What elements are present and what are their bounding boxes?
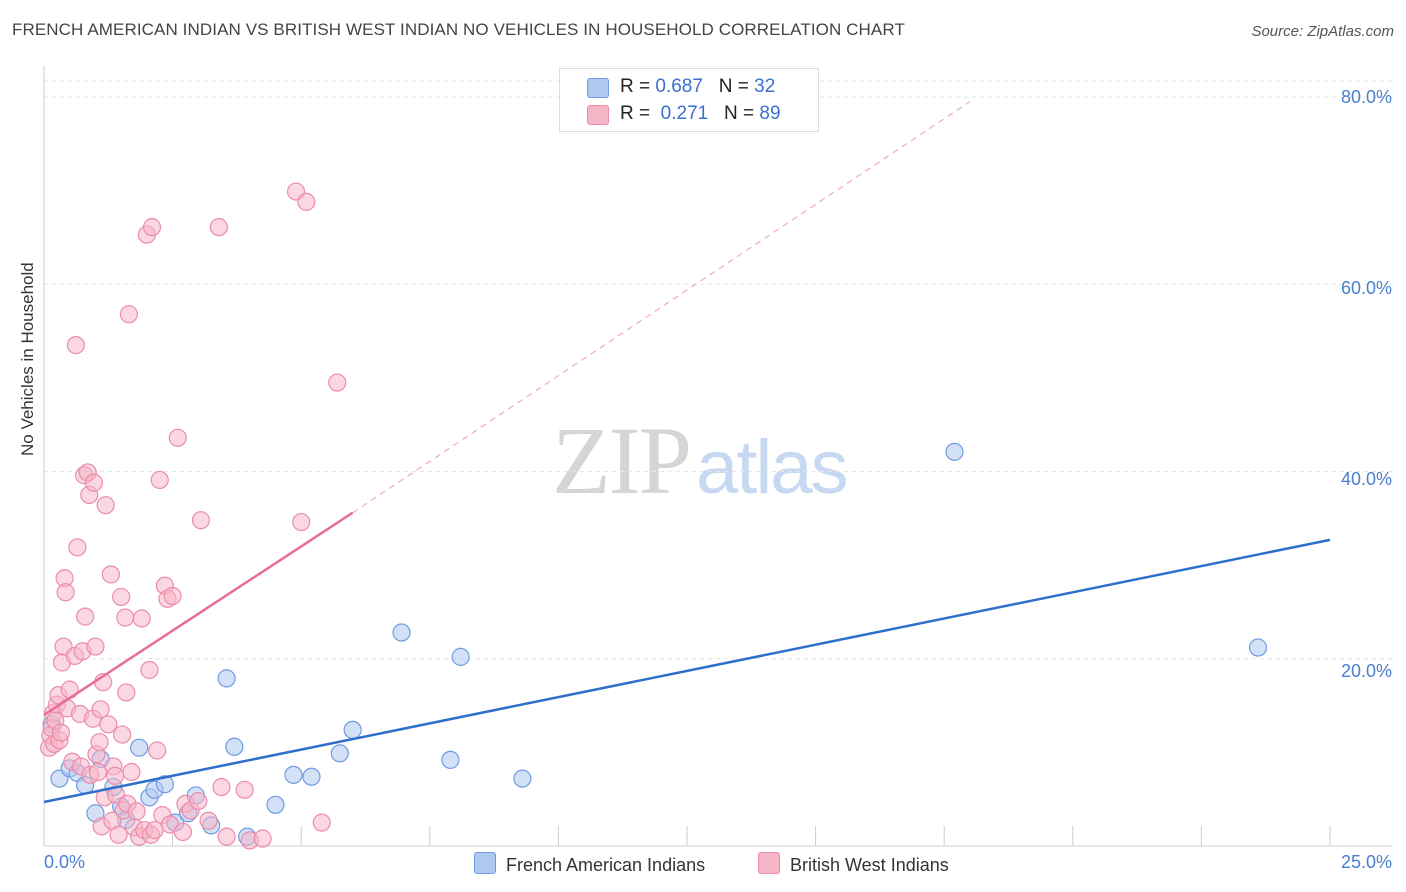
point-british-west-indian: [68, 538, 87, 557]
point-british-west-indian: [127, 802, 146, 821]
point-british-west-indian: [168, 428, 187, 447]
point-british-west-indian: [91, 700, 110, 719]
legend-item-french-american-indians: French American Indians: [474, 852, 705, 876]
point-british-west-indian: [96, 496, 115, 515]
point-french-american-indian: [266, 795, 285, 814]
watermark: ZIPatlas: [552, 405, 849, 516]
point-british-west-indian: [142, 218, 162, 237]
point-french-american-indian: [155, 775, 174, 794]
point-british-west-indian: [51, 723, 71, 742]
point-british-west-indian: [66, 336, 85, 355]
legend-row-french-american-indians: R = 0.687 N = 32: [587, 76, 776, 98]
point-british-west-indian: [119, 305, 138, 324]
point-british-west-indian: [140, 660, 159, 680]
point-british-west-indian: [76, 607, 95, 626]
point-british-west-indian: [199, 811, 218, 830]
point-british-west-indian: [292, 512, 311, 532]
r-value: 0.271: [660, 103, 709, 124]
y-tick-label-80: 80.0%: [1340, 87, 1392, 107]
legend-label: British West Indians: [790, 855, 949, 875]
point-british-west-indian: [84, 473, 103, 492]
point-british-west-indian: [163, 586, 182, 606]
r-label: R =: [620, 76, 656, 97]
point-british-west-indian: [189, 791, 208, 811]
watermark-atlas: atlas: [696, 425, 849, 510]
point-british-west-indian: [217, 827, 236, 846]
r-label: R =: [620, 103, 656, 124]
r-value: 0.687: [655, 76, 703, 97]
point-french-american-indian: [945, 442, 964, 461]
y-tick-label-60: 60.0%: [1340, 278, 1392, 298]
chart-title: FRENCH AMERICAN INDIAN VS BRITISH WEST I…: [12, 20, 905, 39]
point-french-american-indian: [1248, 638, 1268, 657]
point-british-west-indian: [99, 715, 118, 734]
x-tick-label-max: 25.0%: [1340, 852, 1392, 872]
point-french-american-indian: [330, 744, 349, 763]
watermark-zip: ZIP: [552, 407, 692, 514]
point-french-american-indian: [284, 765, 303, 784]
point-british-west-indian: [86, 637, 105, 656]
x-tick-label-min: 0.0%: [44, 852, 86, 872]
point-french-american-indian: [513, 769, 532, 788]
legend-row-british-west-indians: R = 0.271 N = 89: [587, 103, 781, 125]
point-british-west-indian: [112, 587, 131, 607]
n-label: N =: [718, 76, 755, 97]
point-british-west-indian: [145, 820, 164, 840]
n-value: 32: [754, 76, 776, 97]
point-british-west-indian: [90, 732, 109, 752]
point-british-west-indian: [122, 762, 141, 782]
point-british-west-indian: [116, 608, 135, 627]
legend-item-british-west-indians: British West Indians: [758, 852, 949, 876]
point-british-west-indian: [297, 192, 316, 211]
point-french-american-indian: [302, 767, 321, 786]
trendline-british-west-indians: [43, 511, 354, 716]
point-british-west-indian: [191, 511, 210, 530]
legend-swatch-blue: [474, 852, 496, 874]
point-french-american-indian: [451, 647, 470, 666]
y-tick-label-40: 40.0%: [1340, 469, 1392, 489]
point-british-west-indian: [212, 777, 231, 797]
legend-swatch-blue: [587, 78, 609, 98]
point-french-american-indian: [392, 623, 411, 642]
point-french-american-indian: [343, 720, 362, 740]
y-axis-label: No Vehicles in Household: [18, 262, 37, 456]
point-british-west-indian: [101, 565, 120, 584]
point-british-west-indian: [148, 741, 167, 760]
source-label: Source: ZipAtlas.com: [1251, 23, 1394, 40]
point-british-west-indian: [312, 813, 331, 832]
point-british-west-indian: [150, 470, 169, 490]
point-french-american-indian: [130, 738, 149, 757]
legend-label: French American Indians: [506, 855, 706, 875]
n-label: N =: [724, 103, 760, 124]
point-british-west-indian: [173, 822, 192, 842]
point-british-west-indian: [253, 829, 272, 848]
point-british-west-indian: [132, 609, 151, 628]
correlation-legend: R = 0.687 N = 32 R = 0.271 N = 89: [559, 68, 819, 132]
legend-swatch-pink: [587, 105, 609, 125]
point-british-west-indian: [109, 825, 128, 844]
point-french-american-indian: [217, 669, 236, 688]
point-british-west-indian: [235, 780, 254, 799]
y-tick-label-20: 20.0%: [1340, 661, 1392, 681]
point-french-american-indian: [441, 750, 460, 769]
point-french-american-indian: [225, 737, 244, 756]
point-british-west-indian: [117, 683, 136, 702]
n-value: 89: [759, 103, 781, 124]
trendline-extension-british-west-indians: [352, 101, 971, 514]
point-british-west-indian: [113, 725, 132, 744]
trendline-french-american-indians: [43, 538, 1331, 804]
point-british-west-indian: [328, 373, 347, 392]
point-british-west-indian: [105, 766, 125, 785]
point-british-west-indian: [56, 583, 75, 602]
legend-swatch-pink: [758, 852, 780, 874]
point-british-west-indian: [88, 762, 108, 782]
point-british-west-indian: [209, 218, 228, 237]
